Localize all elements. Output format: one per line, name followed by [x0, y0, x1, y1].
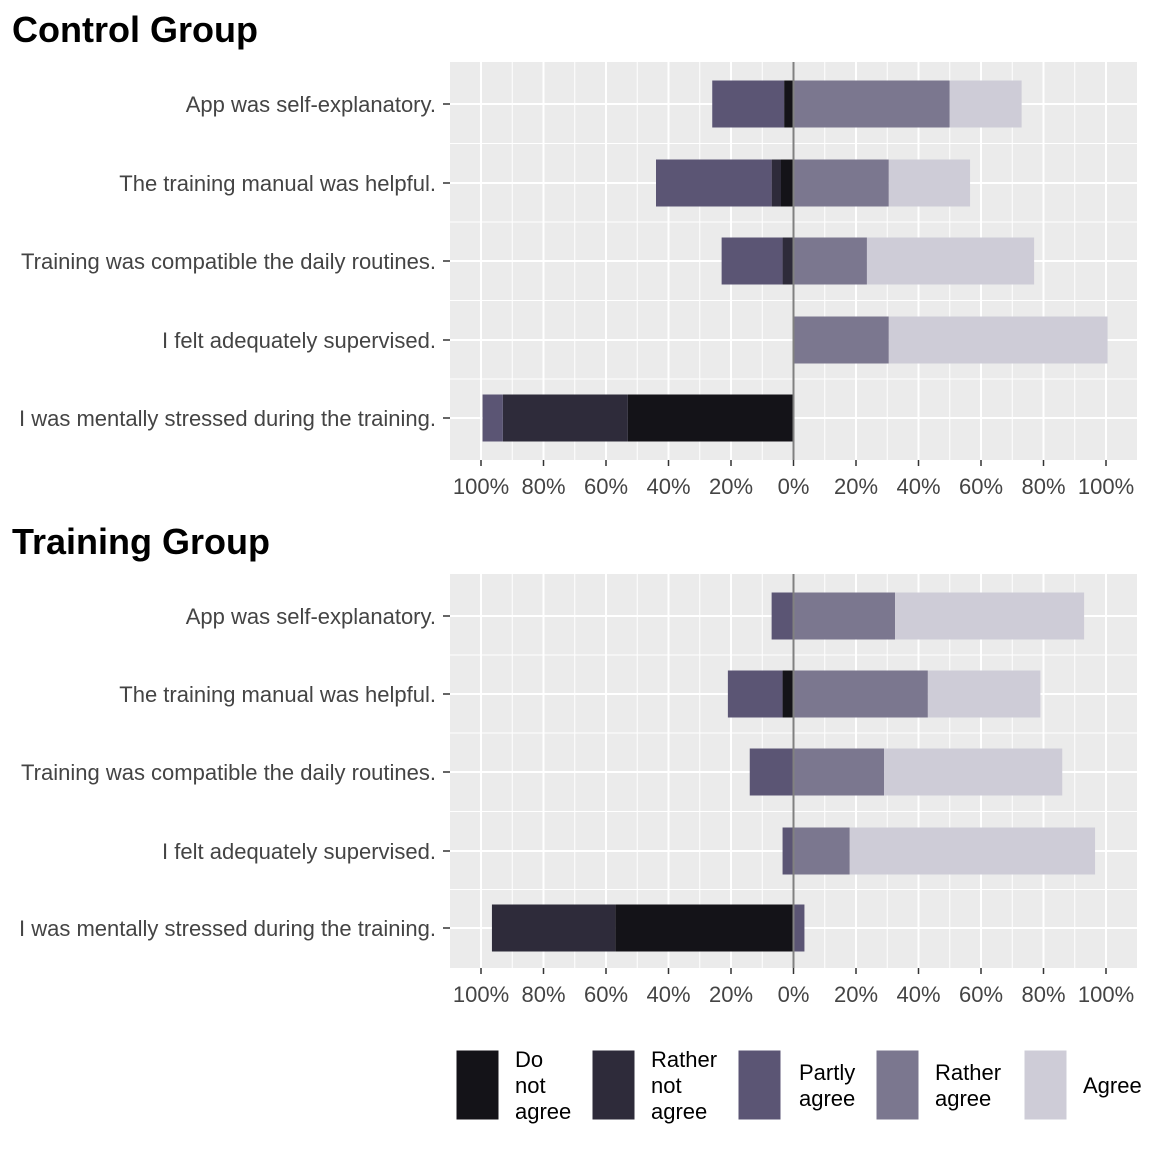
chart-panel-1: Control Group App was self-explanatory. Th…	[12, 9, 1137, 499]
legend-label: agree	[651, 1099, 707, 1124]
legend-label: Partly	[799, 1060, 855, 1085]
x-tick-label: 40%	[896, 982, 940, 1007]
x-tick-label: 20%	[709, 982, 753, 1007]
x-tick-label: 40%	[896, 474, 940, 499]
category-label: Training was compatible the daily routin…	[21, 249, 436, 274]
x-tick-label: 100%	[453, 474, 509, 499]
x-tick-label: 80%	[521, 474, 565, 499]
x-tick-label: 60%	[584, 982, 628, 1007]
bar-segment-rather-agree	[793, 670, 928, 718]
bar-segment-partly-agree	[482, 394, 503, 442]
bar-segment-agree	[866, 237, 1035, 285]
bar-segment-rather-not-agree	[502, 394, 628, 442]
bar-segment-do-not-agree	[781, 159, 794, 207]
bar-segment-agree	[895, 592, 1085, 640]
x-tick-label: 40%	[646, 474, 690, 499]
bar-segment-rather-agree	[793, 316, 889, 364]
x-tick-label: 100%	[1078, 474, 1134, 499]
x-tick-label: 80%	[1021, 982, 1065, 1007]
x-tick-label: 100%	[453, 982, 509, 1007]
chart-panel-2: Training Group App was self-explanatory. T…	[12, 521, 1137, 1007]
bar-segment-do-not-agree	[782, 670, 794, 718]
x-tick-label: 20%	[709, 474, 753, 499]
bar-segment-partly-agree	[727, 670, 783, 718]
legend: DonotagreeRathernotagreePartlyagreeRathe…	[455, 1047, 1142, 1124]
bar-segment-partly-agree	[721, 237, 783, 285]
bar-segment-agree	[927, 670, 1041, 718]
legend-label: agree	[935, 1086, 991, 1111]
x-tick-label: 60%	[584, 474, 628, 499]
x-tick-label: 80%	[1021, 474, 1065, 499]
panel-title: Training Group	[12, 521, 270, 562]
bar-segment-rather-agree	[793, 748, 885, 796]
x-tick-label: 40%	[646, 982, 690, 1007]
bar-segment-rather-agree	[793, 80, 950, 128]
category-label: I was mentally stressed during the train…	[19, 406, 436, 431]
bar-segment-do-not-agree	[615, 904, 794, 952]
legend-label: Do	[515, 1047, 543, 1072]
legend-label: not	[515, 1073, 546, 1098]
bar-segment-rather-agree	[793, 827, 850, 875]
legend-item: Agree	[1023, 1049, 1142, 1121]
bar-segment-rather-agree	[793, 592, 896, 640]
x-tick-label: 60%	[959, 474, 1003, 499]
legend-label: Agree	[1083, 1073, 1142, 1098]
legend-label: Rather	[935, 1060, 1001, 1085]
bar-segment-agree	[888, 316, 1108, 364]
bar-segment-rather-agree	[793, 159, 889, 207]
legend-label: not	[651, 1073, 682, 1098]
legend-key	[591, 1049, 636, 1121]
bar-segment-do-not-agree	[627, 394, 794, 442]
legend-label: agree	[799, 1086, 855, 1111]
x-tick-label: 0%	[778, 474, 810, 499]
bar-segment-partly-agree	[793, 904, 805, 952]
x-tick-label: 100%	[1078, 982, 1134, 1007]
bar-segment-agree	[884, 748, 1063, 796]
category-label: The training manual was helpful.	[119, 171, 436, 196]
legend-key	[737, 1049, 782, 1121]
bar-segment-rather-not-agree	[771, 159, 781, 207]
x-tick-label: 60%	[959, 982, 1003, 1007]
bar-segment-partly-agree	[771, 592, 794, 640]
x-tick-label: 0%	[778, 982, 810, 1007]
legend-key	[1023, 1049, 1068, 1121]
bar-segment-agree	[949, 80, 1022, 128]
bar-segment-do-not-agree	[784, 80, 794, 128]
bar-segment-rather-not-agree	[491, 904, 616, 952]
bar-segment-partly-agree	[656, 159, 772, 207]
bar-segment-partly-agree	[712, 80, 785, 128]
category-label: App was self-explanatory.	[186, 604, 436, 629]
bar-segment-rather-not-agree	[782, 237, 794, 285]
bar-segment-partly-agree	[782, 827, 794, 875]
x-tick-label: 20%	[834, 474, 878, 499]
category-label: I felt adequately supervised.	[162, 328, 436, 353]
category-label: I was mentally stressed during the train…	[19, 916, 436, 941]
bar-segment-agree	[849, 827, 1096, 875]
category-label: The training manual was helpful.	[119, 682, 436, 707]
x-tick-label: 20%	[834, 982, 878, 1007]
legend-label: Rather	[651, 1047, 717, 1072]
panel-title: Control Group	[12, 9, 258, 50]
category-label: App was self-explanatory.	[186, 92, 436, 117]
x-tick-label: 80%	[521, 982, 565, 1007]
category-label: I felt adequately supervised.	[162, 839, 436, 864]
bar-segment-partly-agree	[749, 748, 794, 796]
bar-segment-rather-agree	[793, 237, 867, 285]
legend-label: agree	[515, 1099, 571, 1124]
bar-segment-agree	[888, 159, 971, 207]
category-label: Training was compatible the daily routin…	[21, 760, 436, 785]
legend-key	[875, 1049, 920, 1121]
legend-key	[455, 1049, 500, 1121]
